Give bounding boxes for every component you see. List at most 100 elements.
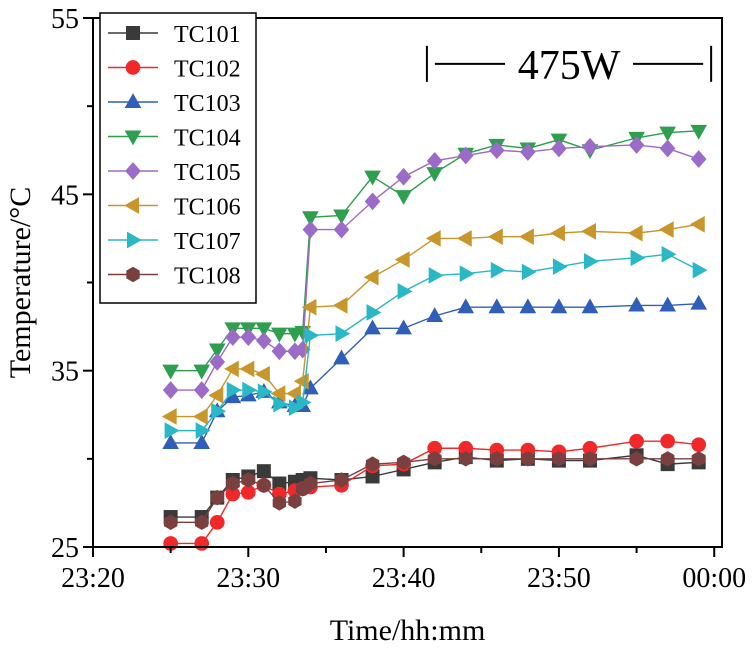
y-axis: 25 35 45 55 — [51, 4, 93, 564]
data-point — [304, 327, 320, 344]
data-point — [690, 150, 707, 168]
data-point — [363, 268, 379, 286]
y-tick-label: 25 — [51, 533, 79, 564]
data-point — [193, 434, 211, 449]
data-point — [273, 395, 289, 413]
data-point — [427, 451, 442, 467]
data-point — [690, 124, 708, 140]
data-point — [459, 451, 473, 467]
legend-label: TC107 — [174, 229, 241, 255]
series-line — [170, 130, 699, 372]
data-point — [334, 472, 349, 488]
legend-item: TC102 — [108, 57, 241, 83]
data-point — [520, 143, 536, 161]
data-point — [366, 304, 382, 321]
data-point — [550, 224, 565, 242]
data-point — [256, 331, 272, 350]
legend-label: TC102 — [174, 57, 241, 83]
data-point — [162, 434, 179, 449]
data-point — [364, 319, 381, 335]
data-point — [395, 167, 412, 186]
data-point — [302, 220, 319, 239]
data-point — [552, 258, 568, 275]
data-point — [271, 327, 288, 343]
data-point — [239, 360, 255, 378]
data-point — [296, 394, 312, 411]
data-point — [364, 192, 381, 211]
legend-label: TC105 — [174, 160, 241, 186]
power-annotation: 475W — [425, 43, 713, 89]
data-point — [333, 349, 350, 365]
data-point — [365, 456, 380, 472]
data-point — [583, 253, 599, 270]
data-point — [271, 342, 288, 361]
data-point — [488, 141, 505, 160]
y-tick-label: 45 — [51, 180, 79, 211]
data-point — [223, 360, 239, 378]
data-point — [224, 328, 241, 347]
data-point — [581, 223, 597, 240]
legend-item: TC104 — [108, 126, 241, 152]
data-point — [457, 146, 474, 165]
series-tc106 — [161, 215, 705, 425]
x-axis-title: Time/hh:mm — [330, 614, 486, 647]
data-point — [689, 215, 705, 233]
data-point — [211, 402, 227, 420]
legend-marker — [126, 26, 140, 40]
legend-label: TC101 — [174, 22, 241, 48]
data-point — [272, 495, 287, 511]
data-point — [335, 325, 351, 342]
legend-item: TC103 — [108, 91, 241, 117]
legend-item: TC107 — [108, 229, 241, 255]
legend-item: TC108 — [108, 264, 241, 290]
legend-marker — [126, 266, 140, 283]
data-point — [162, 381, 179, 399]
data-point — [552, 451, 566, 467]
legend-marker — [124, 93, 142, 109]
data-point — [581, 298, 599, 314]
data-point — [163, 514, 178, 531]
legend-label: TC106 — [174, 195, 241, 221]
data-point — [659, 126, 676, 142]
data-point — [519, 228, 534, 245]
legend-marker — [125, 60, 141, 75]
data-point — [303, 475, 318, 492]
data-point — [161, 408, 177, 425]
data-point — [255, 322, 273, 338]
data-point — [627, 224, 643, 242]
legend-box — [99, 12, 257, 304]
data-point — [301, 298, 317, 316]
data-point — [457, 298, 475, 314]
data-point — [193, 364, 211, 380]
y-tick-label: 35 — [51, 357, 79, 388]
data-point — [195, 422, 211, 439]
data-point — [488, 298, 506, 314]
data-point — [288, 399, 304, 417]
data-point — [659, 139, 676, 158]
data-point — [692, 451, 706, 467]
data-point — [226, 475, 240, 492]
legend: TC101 TC102 TC103 TC104 TC105 TC106 TC107 TC108 — [99, 12, 257, 304]
data-point — [209, 352, 226, 371]
y-tick-label: 55 — [51, 4, 79, 35]
data-point — [521, 263, 537, 281]
data-point — [364, 170, 381, 186]
data-point — [192, 408, 208, 425]
data-point — [629, 433, 644, 449]
data-point — [194, 536, 210, 551]
x-tick-label: 23:20 — [61, 563, 125, 594]
data-point — [256, 464, 271, 479]
data-point — [208, 343, 226, 359]
data-point — [521, 451, 535, 467]
legend-label: TC108 — [174, 264, 241, 290]
series-line — [170, 302, 699, 444]
x-tick-label: 00:00 — [682, 563, 746, 594]
series-line — [170, 458, 699, 524]
legend-item: TC105 — [108, 160, 241, 186]
data-point — [630, 249, 646, 267]
plot-area — [161, 124, 708, 551]
data-point — [396, 454, 411, 471]
data-point — [660, 433, 675, 449]
data-point — [255, 365, 270, 383]
data-point — [257, 383, 273, 401]
